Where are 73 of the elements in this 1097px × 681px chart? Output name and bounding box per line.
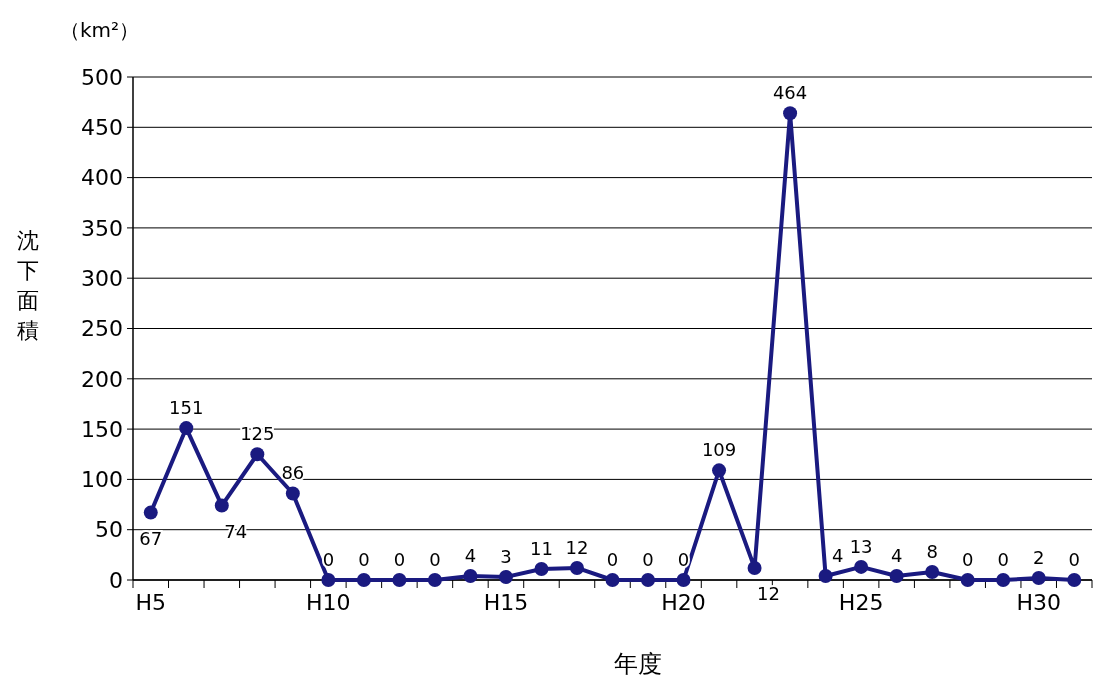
point — [250, 447, 265, 462]
y-tick-label: 350 — [81, 215, 123, 241]
data-label: 125 — [240, 423, 275, 445]
y-tick-label: 450 — [81, 115, 123, 140]
point — [143, 505, 158, 520]
data-label: 0 — [642, 549, 654, 570]
point — [996, 573, 1011, 587]
y-tick-label: 400 — [81, 165, 123, 191]
data-label: 4 — [831, 544, 844, 566]
data-label: 3 — [500, 545, 512, 567]
y-tick-label: 0 — [109, 567, 123, 593]
data-label: 464 — [772, 82, 808, 104]
data-label: 67 — [139, 527, 163, 549]
y-tick-label: 300 — [81, 265, 123, 291]
x-tick-label: H5 — [135, 590, 167, 615]
x-tick-label: H10 — [306, 590, 351, 615]
data-label: 0 — [997, 549, 1009, 570]
point — [285, 486, 300, 501]
x-tick-label: H25 — [838, 590, 884, 615]
x-tick-label: H30 — [1016, 590, 1061, 615]
data-label: 0 — [1068, 549, 1080, 570]
data-label: 4 — [890, 544, 903, 566]
data-label: 12 — [757, 582, 781, 604]
point — [427, 573, 442, 587]
x-tick-label: H20 — [661, 590, 706, 615]
point — [960, 573, 975, 587]
point — [747, 560, 762, 575]
data-label: 8 — [926, 540, 938, 562]
data-label: 0 — [322, 549, 335, 570]
point — [889, 568, 904, 583]
point — [605, 573, 620, 587]
point — [925, 564, 940, 579]
data-label: 0 — [358, 549, 370, 570]
data-label: 12 — [565, 536, 589, 558]
point — [676, 573, 691, 587]
point — [854, 559, 869, 574]
data-label: 0 — [961, 549, 974, 570]
point — [1031, 570, 1046, 585]
point — [569, 560, 584, 575]
data-label: 151 — [169, 397, 204, 419]
y-tick-label: 50 — [95, 517, 123, 543]
data-label: 4 — [464, 544, 477, 566]
point — [179, 421, 194, 436]
point — [783, 106, 798, 121]
point — [498, 569, 513, 584]
text: （km²） — [60, 18, 140, 42]
y-tick-label: 150 — [81, 416, 123, 442]
y-axis-title: 沈下面積 — [17, 228, 39, 343]
data-label: 109 — [701, 439, 737, 461]
data-label: 0 — [393, 549, 406, 570]
point — [818, 568, 833, 583]
data-label: 0 — [606, 549, 619, 570]
point — [463, 568, 478, 583]
point — [641, 573, 656, 587]
point — [392, 573, 407, 587]
x-tick-label: H15 — [483, 590, 529, 615]
data-label: 0 — [677, 549, 690, 570]
data-label: 11 — [530, 537, 553, 559]
data-label: 0 — [429, 549, 441, 570]
point — [356, 573, 371, 587]
y-tick-label: 200 — [81, 366, 123, 392]
y-tick-label: 500 — [81, 64, 123, 90]
y-tick-label: 250 — [81, 316, 123, 342]
x-axis-title: 年度 — [613, 650, 662, 678]
point — [1067, 573, 1082, 587]
data-label: 86 — [281, 462, 305, 484]
point — [321, 573, 336, 587]
data-label: 2 — [1033, 546, 1045, 568]
point — [214, 498, 229, 513]
y-tick-label: 100 — [81, 467, 123, 493]
data-label: 13 — [849, 535, 873, 557]
point — [712, 463, 727, 478]
point — [534, 561, 549, 576]
